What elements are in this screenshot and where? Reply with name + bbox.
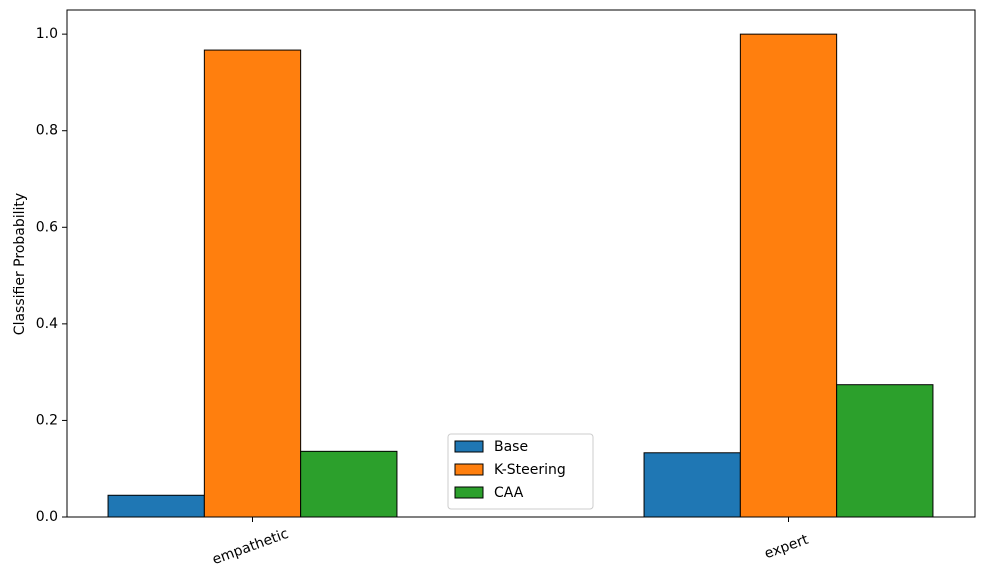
y-tick-label: 1.0: [36, 26, 58, 42]
x-tick-label: expert: [762, 532, 811, 563]
bar: [107, 494, 205, 518]
y-tick-label: 0.2: [36, 412, 58, 428]
legend: Base K-Steering CAA: [447, 433, 594, 510]
legend-label: CAA: [494, 485, 524, 501]
x-tick-label: empathetic: [210, 526, 290, 568]
y-tick-label: 0.0: [36, 509, 58, 525]
bar: [836, 384, 934, 518]
legend-frame: [447, 433, 594, 510]
y-tick-label: 0.4: [36, 316, 58, 332]
y-axis-label: Classifier Probability: [12, 193, 28, 335]
plot-frame: [66, 9, 976, 518]
bar: [300, 450, 398, 518]
legend-swatch: [454, 486, 484, 499]
y-tick-label: 0.8: [36, 123, 58, 139]
legend-swatch: [454, 463, 484, 476]
bar: [203, 49, 302, 518]
bar: [643, 452, 741, 518]
bar: [739, 33, 838, 518]
legend-label: Base: [494, 439, 528, 455]
legend-label: K-Steering: [494, 462, 566, 478]
legend-swatch: [454, 440, 484, 453]
y-tick-label: 0.6: [36, 219, 58, 235]
